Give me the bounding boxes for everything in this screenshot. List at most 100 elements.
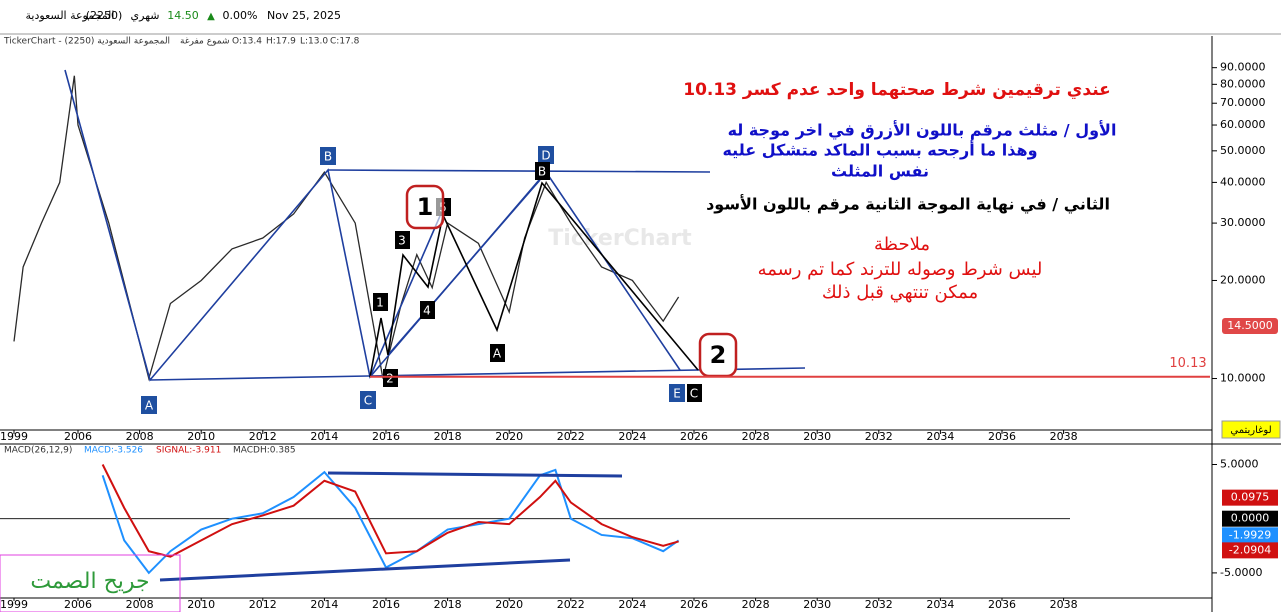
wave-label: 2 — [386, 372, 394, 386]
x-tick-label: 2032 — [865, 430, 893, 443]
x-tick-label: 2026 — [680, 430, 708, 443]
macd-tag-label: 0.0000 — [1231, 512, 1270, 525]
macd-value: MACD:-3.526 — [84, 446, 143, 456]
x-tick-label: 2024 — [618, 598, 646, 611]
x-tick-label: 2012 — [249, 430, 277, 443]
macd-trendline — [159, 558, 571, 582]
wave-box — [395, 231, 410, 249]
wave-label: E — [673, 387, 681, 401]
macd-tag — [1222, 510, 1278, 527]
wave-label: C — [690, 387, 698, 401]
wave-label: 3 — [398, 234, 406, 248]
price-tag-label: 14.5000 — [1227, 319, 1273, 332]
date: Nov 25, 2025 — [267, 9, 341, 22]
blue-wave-labels: A B C D E — [141, 146, 685, 414]
open: O:13.4 — [232, 37, 262, 47]
wave-box — [420, 301, 435, 319]
pattern-lines — [64, 69, 806, 382]
wave-box — [538, 146, 554, 164]
close: C:17.8 — [330, 37, 360, 47]
headline-note: عندي ترقيمين شرط صحتهما واحد عدم كسر 10.… — [683, 80, 1111, 100]
y-tick-label: 5.0000 — [1220, 458, 1259, 471]
wave-label: 1 — [376, 296, 384, 310]
wave-label: 4 — [423, 304, 431, 318]
circled-label: 1 — [417, 193, 434, 221]
triangle-line — [387, 179, 541, 356]
low: L:13.0 — [300, 37, 328, 47]
macd-tag-label: 0.0975 — [1231, 491, 1270, 504]
first-count-note: وهذا ما أرجحه بسبب الماكد متشكل عليه — [722, 140, 1037, 160]
x-tick-label: 2018 — [434, 598, 462, 611]
first-count-note: نفس المثلث — [831, 162, 929, 181]
high: H:17.9 — [266, 37, 296, 47]
x-tick-label: 2010 — [187, 430, 215, 443]
x-tick-label: 2016 — [372, 598, 400, 611]
note-title: ملاحظة — [874, 234, 930, 255]
x-tick-label: 2028 — [742, 598, 770, 611]
price-line — [13, 75, 680, 381]
blue-wave-line — [64, 69, 681, 382]
hist-value: MACDH:0.385 — [233, 446, 296, 456]
x-tick-label: 2014 — [310, 430, 338, 443]
y-tick-label: 20.0000 — [1220, 273, 1266, 286]
log-scale-button[interactable] — [1221, 420, 1281, 439]
black-wave-line — [369, 181, 699, 378]
x-tick-label: 2038 — [1050, 598, 1078, 611]
macd-trendline — [327, 471, 623, 478]
wave-box — [141, 396, 157, 414]
y-tick-label: 60.0000 — [1220, 118, 1266, 131]
wave-box — [360, 391, 376, 409]
wave-label: B — [324, 150, 332, 164]
x-tick-label: 2026 — [680, 598, 708, 611]
x-tick-label: 2006 — [64, 598, 92, 611]
x-tick-label: 2022 — [557, 430, 585, 443]
x-tick-label: 2036 — [988, 598, 1016, 611]
wave-label: D — [541, 149, 550, 163]
x-tick-label: 2010 — [187, 598, 215, 611]
y-tick-label: 90.0000 — [1220, 61, 1266, 74]
change-percent: 0.00% — [223, 9, 258, 22]
header-bar — [0, 0, 1281, 32]
y-tick-label: 40.0000 — [1220, 175, 1266, 188]
macd-tag-label: -2.0904 — [1229, 543, 1271, 556]
macd-tag — [1222, 542, 1278, 559]
macd-title: MACD(26,12,9) — [4, 446, 72, 456]
x-tick-label: 2020 — [495, 598, 523, 611]
wave-box — [320, 147, 336, 165]
macd-tag-label: -1.9929 — [1229, 528, 1271, 541]
x-tick-label: 2012 — [249, 598, 277, 611]
wave-box — [373, 293, 388, 311]
macd-tag — [1222, 527, 1278, 544]
circled-label: 2 — [710, 341, 727, 369]
period[interactable]: شهري — [131, 9, 160, 22]
x-tick-label: 2038 — [1050, 430, 1078, 443]
chart-style: شموع مفرغة — [180, 37, 230, 47]
note-text: ليس شرط وصوله للترند كما تم رسمه — [758, 259, 1043, 280]
x-tick-label: 2032 — [865, 598, 893, 611]
y-tick-label: -5.0000 — [1220, 566, 1262, 579]
change-arrow: ▲ — [207, 11, 215, 22]
support-label: 10.13 — [1169, 356, 1206, 371]
wave-label: A — [145, 399, 154, 413]
log-scale-label[interactable]: لوغاريتمي — [1230, 425, 1271, 436]
y-tick-label: 80.0000 — [1220, 77, 1266, 90]
macd-layer — [0, 464, 1070, 575]
wave-box — [669, 384, 685, 402]
first-count-note: الأول / مثلث مرقم باللون الأزرق في اخر م… — [728, 121, 1117, 141]
upper-trendline — [327, 169, 711, 173]
app-info: TickerChart - المجموعة السعودية (2250) — [3, 37, 170, 47]
x-tick-label: 2020 — [495, 430, 523, 443]
x-tick-label: 2028 — [742, 430, 770, 443]
note-text: ممكن تنتهي قبل ذلك — [822, 282, 978, 303]
signature: جريح الصمت — [30, 569, 149, 594]
stock-name: المجموعة السعودية — [26, 9, 115, 22]
macd-line — [101, 464, 679, 558]
y-tick-label: 70.0000 — [1220, 96, 1266, 109]
lower-trendline — [149, 367, 806, 381]
x-tick-label: 1999 — [0, 598, 28, 611]
y-tick-label: 30.0000 — [1220, 216, 1266, 229]
x-tick-label: 2016 — [372, 430, 400, 443]
wave-box — [490, 344, 505, 362]
price-layer — [13, 75, 680, 381]
